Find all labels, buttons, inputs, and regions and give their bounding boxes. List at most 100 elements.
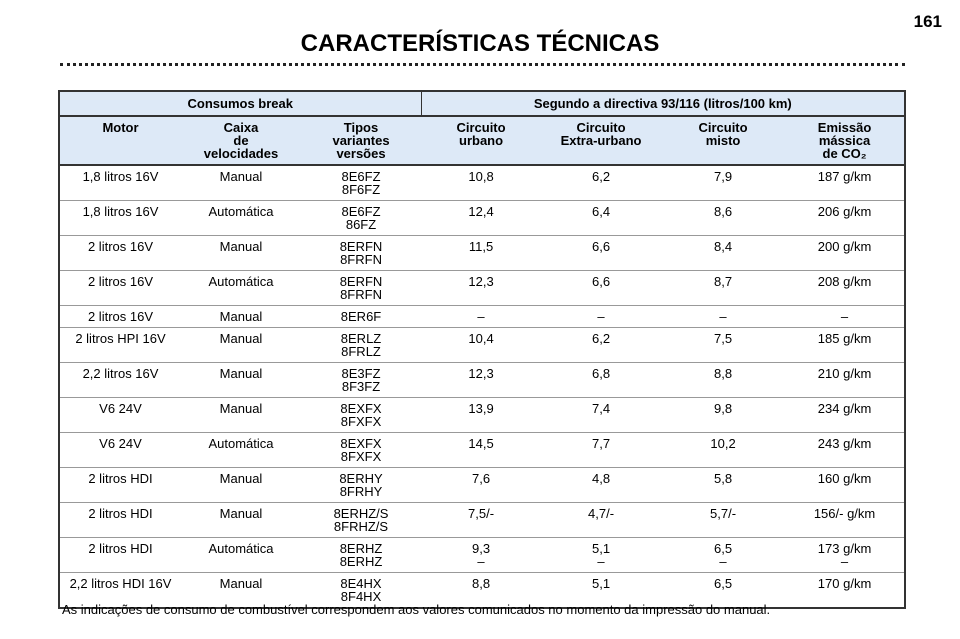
cell-line: Automática [208,436,274,451]
table-row: 2 litros HDI Automática 8ERHZ 8ERHZ 9,3–5,1–… [59,537,906,573]
cell-line: 160 g/km [817,471,872,486]
cell-line: 13,9 [468,401,494,416]
table-cell: 7,5 [661,327,786,363]
table-cell: 8EXFX 8FXFX [301,432,422,468]
table-cell: 2 litros 16V [59,305,181,328]
cell-line: – [477,554,485,569]
table-cell: 2 litros 16V [59,270,181,306]
table-cell: 6,2 [541,165,662,201]
table-cell: 187 g/km [785,165,906,201]
table-cell: 185 g/km [785,327,906,363]
cell-line: mássica [818,133,871,148]
cell-line: Circuito [576,120,626,135]
table-cell: 8ERLZ 8FRLZ [301,327,422,363]
cell-line: 1,8 litros 16V [82,204,159,219]
cell-line: 8ERLZ [340,331,382,346]
cell-line: 234 g/km [817,401,872,416]
table-cell: 5,7/- [661,502,786,538]
dotted-rule [60,63,905,66]
cell-line: 8E4HX [340,576,382,591]
cell-line: 6,6 [591,274,611,289]
table-cell: 8,6 [661,200,786,236]
cell-line: de [233,133,249,148]
table-cell: Automática [181,270,301,306]
table-row: 1,8 litros 16V Manual 8E6FZ 8F6FZ 10,8 6,2 7,9… [59,165,906,201]
table-cell: 2 litros HDI [59,502,181,538]
table-cell: 2 litros HDI [59,537,181,573]
table-cell: 6,8 [541,362,662,398]
table-cell: 210 g/km [785,362,906,398]
table-cell: 14,5 [421,432,542,468]
cell-line: 7,6 [471,471,491,486]
cell-line: 187 g/km [817,169,872,184]
cell-line: V6 24V [99,401,142,416]
cell-line: Extra-urbano [560,133,642,148]
cell-line: 200 g/km [817,239,872,254]
table-cell: 2 litros 16V [59,235,181,271]
footnote: As indicações de consumo de combustível … [62,602,771,617]
cell-line: 170 g/km [817,576,872,591]
cell-line: Motor [102,120,139,135]
group-header: Segundo a directiva 93/116 (litros/100 k… [421,91,906,117]
column-header-row: Motor Caixa de velocidades Tipos variantes ver… [59,116,906,166]
cell-line: Manual [219,239,263,254]
cell-line: 2 litros HPI 16V [75,331,166,346]
cell-line: de CO₂ [822,146,867,161]
cell-line: 1,8 litros 16V [82,169,159,184]
table-cell: 5,1– [541,537,662,573]
cell-line: 8,8 [713,366,733,381]
cell-line: 243 g/km [817,436,872,451]
column-header: Caixa de velocidades [181,116,301,166]
cell-line: 10,2 [710,436,736,451]
table-cell: Manual [181,165,301,201]
cell-line: 6,4 [591,204,611,219]
table-cell: 208 g/km [785,270,906,306]
cell-line: 7,5/- [468,506,495,521]
table-cell: 12,3 [421,362,542,398]
table-cell: 8ERFN 8FRFN [301,235,422,271]
table-cell: 6,5– [661,537,786,573]
cell-line: 8FRLZ [341,344,381,359]
cell-line: 8,8 [471,576,491,591]
cell-line: 206 g/km [817,204,872,219]
table-cell: 173 g/km – [785,537,906,573]
cell-line: 2 litros 16V [87,274,154,289]
cell-line: 8ERFN [339,274,383,289]
table-cell: 2,2 litros 16V [59,362,181,398]
table-cell: Automática [181,200,301,236]
cell-line: 8FRHZ/S [333,519,389,534]
table-cell: 6,2 [541,327,662,363]
table-cell: 9,3– [421,537,542,573]
cell-line: 86FZ [345,217,377,232]
cell-line: 208 g/km [817,274,872,289]
spec-table: Consumos break Segundo a directiva 93/11… [58,90,907,609]
cell-line: 2 litros 16V [87,309,154,324]
cell-line: Manual [219,576,263,591]
table-cell: Manual [181,327,301,363]
table-cell: 9,8 [661,397,786,433]
cell-line: Manual [219,366,263,381]
table-cell: 8ERHY 8FRHY [301,467,422,503]
table-row: 2 litros HDI Manual 8ERHZ/S 8FRHZ/S 7,5/- 4,7… [59,502,906,538]
cell-line: Manual [219,169,263,184]
cell-line: velocidades [203,146,279,161]
table-cell: 8ERHZ/S 8FRHZ/S [301,502,422,538]
cell-line: Automática [208,204,274,219]
cell-line: 6,6 [591,239,611,254]
table-row: 2,2 litros 16V Manual 8E3FZ 8F3FZ 12,3 6,8 8,8… [59,362,906,398]
table-cell: 8,7 [661,270,786,306]
cell-line: 8FRFN [340,252,382,267]
cell-line: 8E6FZ [341,204,381,219]
table-cell: 13,9 [421,397,542,433]
cell-line: 6,5 [713,576,733,591]
table-cell: 5,8 [661,467,786,503]
cell-line: versões [336,146,386,161]
cell-line: 8F3FZ [341,379,381,394]
cell-line: 10,8 [468,169,494,184]
cell-line: 4,8 [591,471,611,486]
cell-line: 6,5 [713,541,733,556]
cell-line: – [719,309,727,324]
page-number: 161 [913,12,942,31]
table-cell: 7,7 [541,432,662,468]
